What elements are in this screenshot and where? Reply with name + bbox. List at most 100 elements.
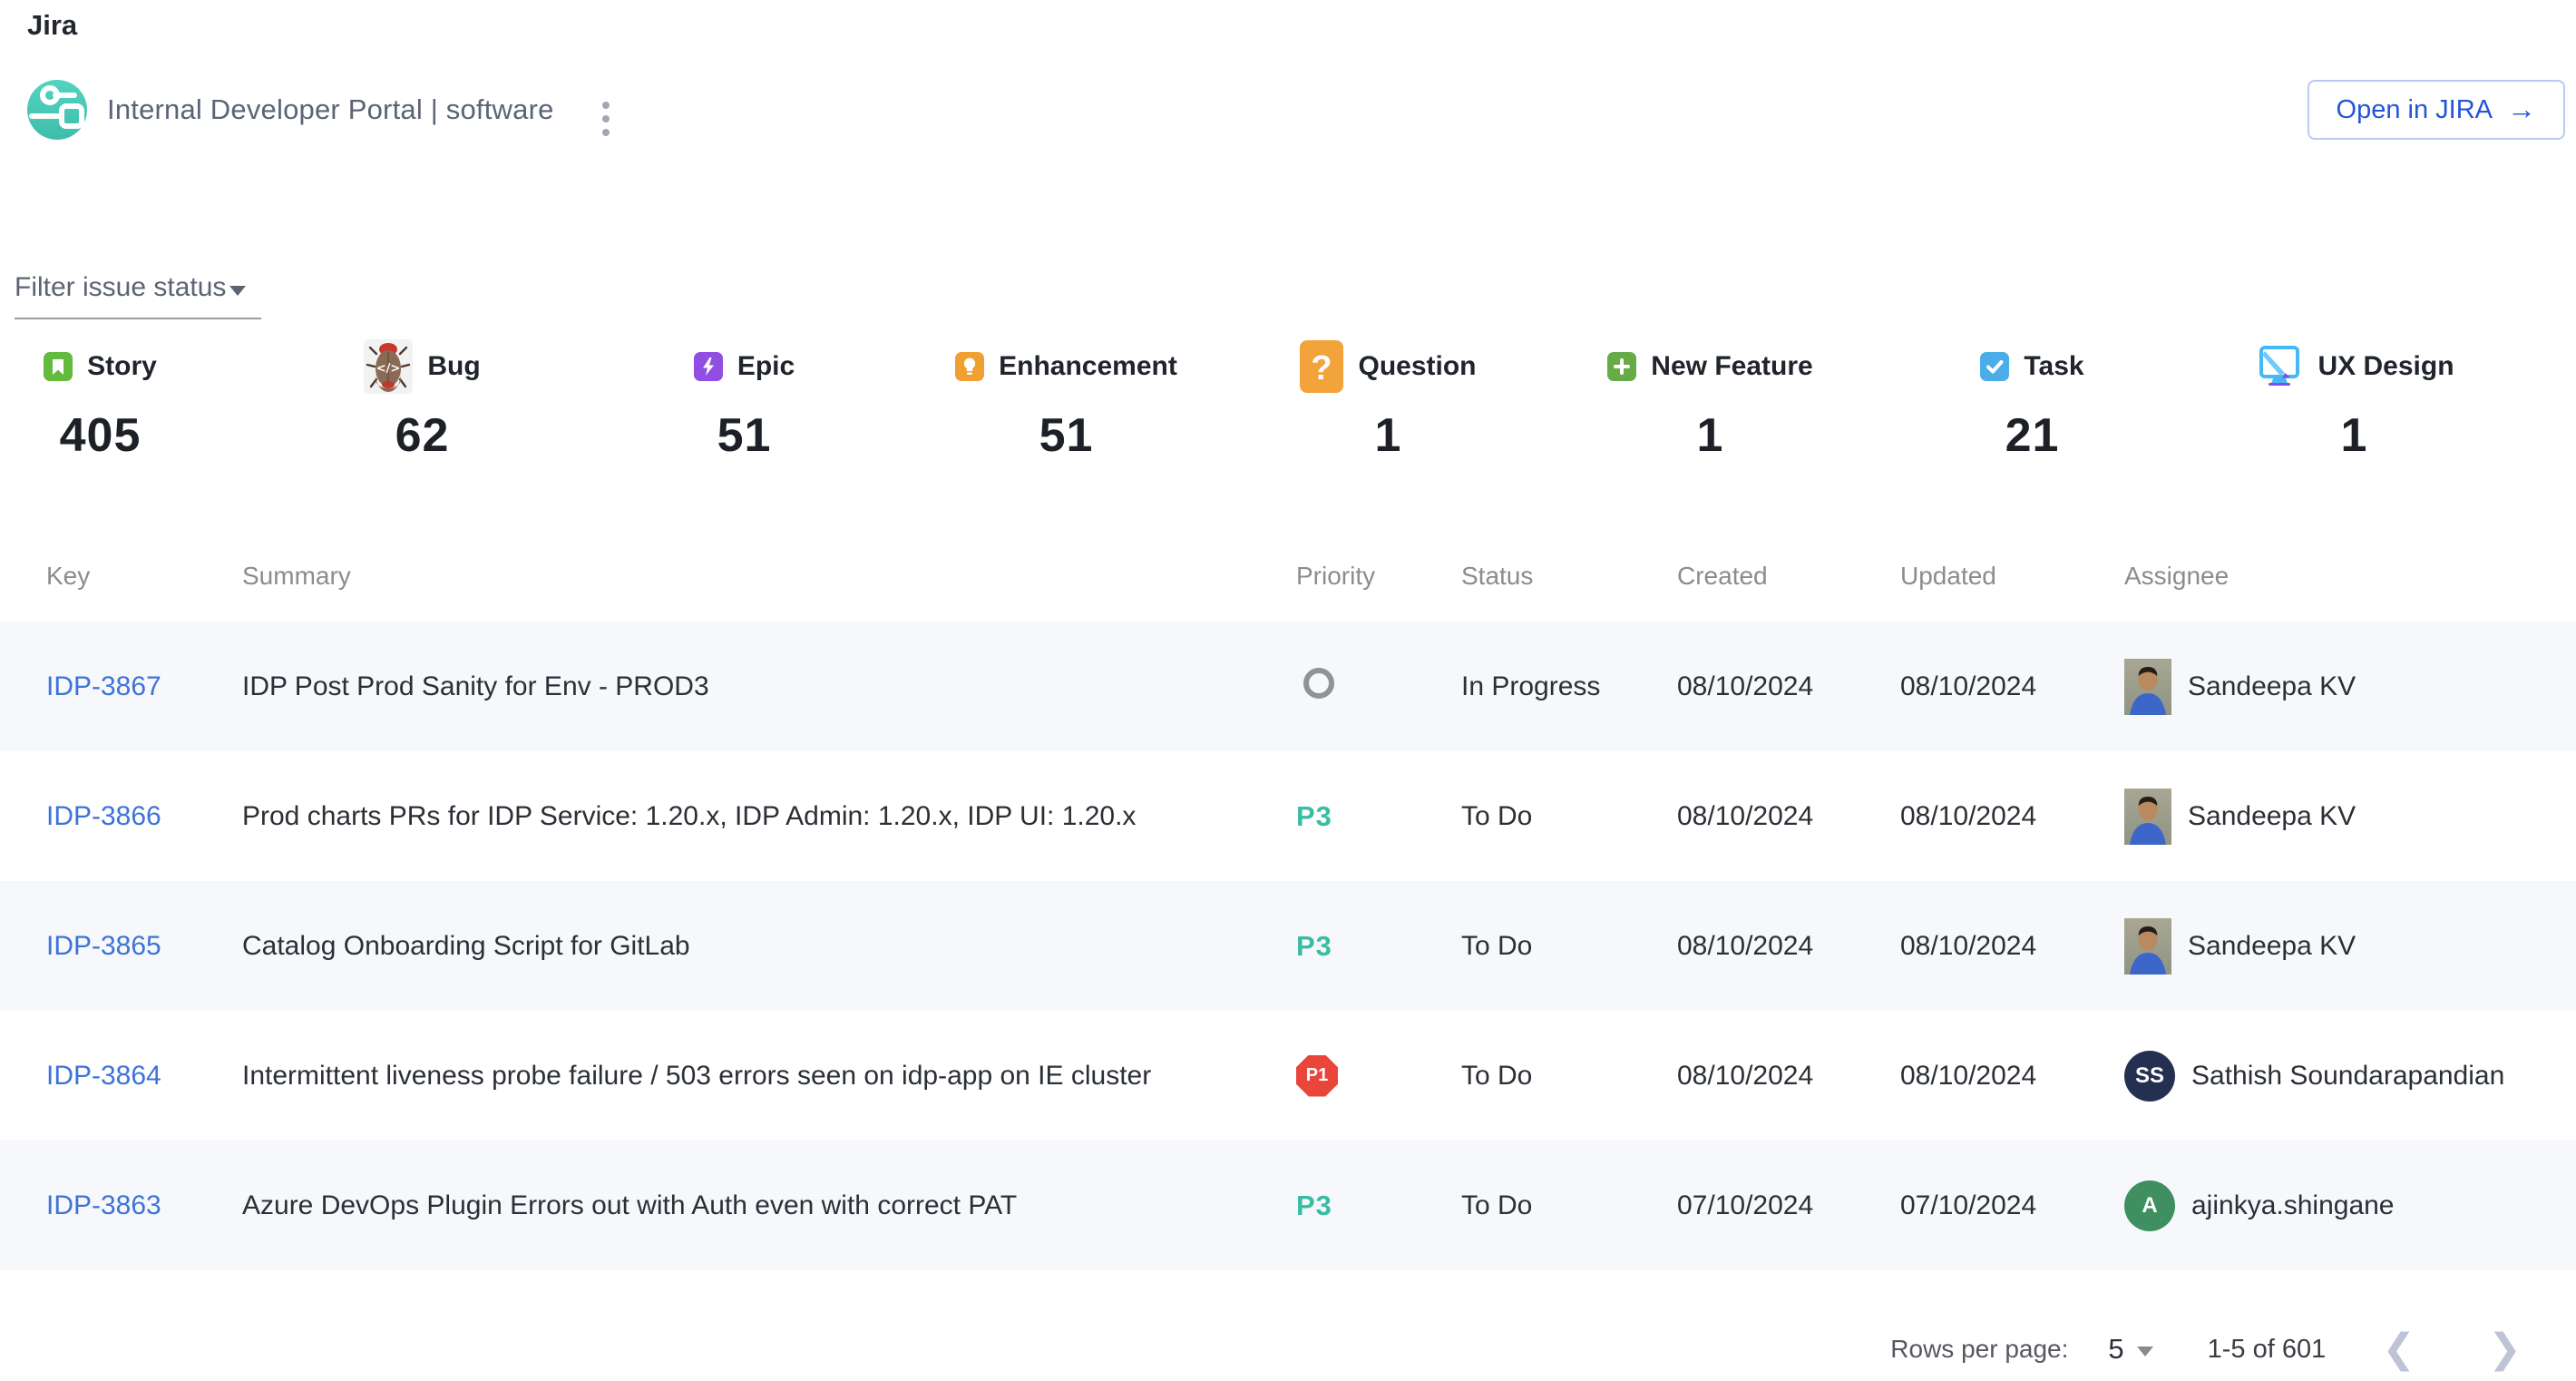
assignee-avatar <box>2124 918 2171 975</box>
issue-type-count: 1 <box>1375 408 1402 463</box>
filter-issue-status-label: Filter issue status <box>15 272 226 303</box>
issue-type-counter-ux-design: UX Design 1 <box>2193 338 2515 463</box>
priority-p3-label: P3 <box>1296 1190 1332 1221</box>
select-underline <box>15 318 261 319</box>
column-header-status: Status <box>1461 562 1677 591</box>
issue-key-link[interactable]: IDP-3865 <box>46 931 161 961</box>
arrow-right-icon: → <box>2507 94 2536 123</box>
issue-key-cell: IDP-3865 <box>46 931 242 962</box>
issue-updated-date: 08/10/2024 <box>1900 671 2124 702</box>
column-header-updated: Updated <box>1900 562 2124 591</box>
issue-created-date: 08/10/2024 <box>1677 1061 1900 1092</box>
issue-summary: IDP Post Prod Sanity for Env - PROD3 <box>242 671 1296 702</box>
assignee-name: Sandeepa KV <box>2188 931 2356 962</box>
counter-head: New Feature <box>1607 338 1812 396</box>
next-page-button[interactable]: ❯ <box>2472 1329 2538 1369</box>
svg-text:?: ? <box>1312 349 1332 387</box>
kebab-dot <box>602 129 610 136</box>
kebab-dot <box>602 102 610 109</box>
issue-type-label: UX Design <box>2317 351 2454 382</box>
table-row: IDP-3866 Prod charts PRs for IDP Service… <box>0 751 2576 881</box>
assignee-name: Sandeepa KV <box>2188 671 2356 702</box>
jira-plugin-card: Jira Internal Developer Portal | softwar… <box>0 0 2576 1381</box>
epic-icon <box>694 352 723 381</box>
issue-assignee-cell: Sandeepa KV <box>2124 788 2576 845</box>
counter-head: Epic <box>694 338 795 396</box>
issue-created-date: 08/10/2024 <box>1677 931 1900 962</box>
issue-summary: Azure DevOps Plugin Errors out with Auth… <box>242 1190 1296 1221</box>
more-options-button[interactable] <box>588 95 624 142</box>
issue-status: To Do <box>1461 801 1677 832</box>
new-feature-icon <box>1607 352 1636 381</box>
issue-assignee-cell: Sandeepa KV <box>2124 918 2576 975</box>
issue-type-counter-question: ? Question 1 <box>1227 338 1549 463</box>
page-title: Jira <box>27 9 77 42</box>
counter-head: Story <box>44 338 157 396</box>
issue-status: To Do <box>1461 1061 1677 1092</box>
issue-type-counter-task: Task 21 <box>1871 338 2193 463</box>
counter-head: Enhancement <box>955 338 1177 396</box>
issue-type-label: Story <box>87 351 157 382</box>
issue-type-label: Enhancement <box>999 351 1177 382</box>
column-header-summary: Summary <box>242 562 1296 591</box>
counter-head: UX Design <box>2254 338 2454 396</box>
issue-priority-cell: P3 <box>1296 800 1461 833</box>
issue-updated-date: 07/10/2024 <box>1900 1190 2124 1221</box>
assignee-name: Sandeepa KV <box>2188 801 2356 832</box>
issue-type-counter-bug: </> Bug 62 <box>261 338 583 463</box>
issue-created-date: 08/10/2024 <box>1677 801 1900 832</box>
assignee-name: ajinkya.shingane <box>2191 1190 2395 1221</box>
enhancement-icon <box>955 352 984 381</box>
issue-type-counters: Story 405 </> Bug 62 Epic 51 Enhancement… <box>0 338 2515 463</box>
issue-key-cell: IDP-3866 <box>46 801 242 832</box>
column-header-created: Created <box>1677 562 1900 591</box>
table-row: IDP-3867 IDP Post Prod Sanity for Env - … <box>0 622 2576 751</box>
filter-issue-status-select[interactable]: Filter issue status <box>15 272 261 319</box>
issue-key-cell: IDP-3863 <box>46 1190 242 1221</box>
ux-design-icon <box>2254 342 2303 391</box>
issue-key-link[interactable]: IDP-3863 <box>46 1190 161 1220</box>
issue-created-date: 08/10/2024 <box>1677 671 1900 702</box>
question-icon: ? <box>1300 340 1343 393</box>
kebab-dot <box>602 115 610 122</box>
assignee-name: Sathish Soundarapandian <box>2191 1061 2504 1092</box>
column-header-key: Key <box>46 562 242 591</box>
pagination-bar: Rows per page: 5 1-5 of 601 ❮ ❯ <box>1890 1317 2538 1381</box>
entity-title: Internal Developer Portal | software <box>107 93 554 126</box>
task-icon <box>1980 352 2009 381</box>
issue-key-link[interactable]: IDP-3866 <box>46 801 161 831</box>
previous-page-button[interactable]: ❮ <box>2366 1329 2432 1369</box>
assignee-avatar <box>2124 659 2171 715</box>
open-in-jira-button[interactable]: Open in JIRA → <box>2308 80 2565 140</box>
issues-table-body: IDP-3867 IDP Post Prod Sanity for Env - … <box>0 622 2576 1270</box>
rows-per-page-select[interactable]: 5 <box>2108 1333 2152 1366</box>
issue-type-count: 1 <box>2341 408 2368 463</box>
issue-key-link[interactable]: IDP-3867 <box>46 671 161 701</box>
priority-p1-badge: P1 <box>1296 1055 1338 1097</box>
rows-per-page-label: Rows per page: <box>1890 1335 2068 1364</box>
svg-text:</>: </> <box>376 362 401 376</box>
issue-type-label: Bug <box>427 351 480 382</box>
issue-assignee-cell: Sandeepa KV <box>2124 659 2576 715</box>
assignee-avatar: SS <box>2124 1051 2175 1102</box>
issue-priority-cell <box>1296 668 1461 706</box>
chevron-down-icon <box>229 286 246 296</box>
issue-type-counter-enhancement: Enhancement 51 <box>905 338 1227 463</box>
issue-key-link[interactable]: IDP-3864 <box>46 1061 161 1091</box>
issue-type-label: New Feature <box>1651 351 1812 382</box>
issue-priority-cell: P1 <box>1296 1055 1461 1097</box>
issue-type-label: Question <box>1358 351 1476 382</box>
issue-assignee-cell: SS Sathish Soundarapandian <box>2124 1051 2576 1102</box>
issue-type-count: 51 <box>1039 408 1094 463</box>
issue-type-count: 405 <box>60 408 141 463</box>
issue-updated-date: 08/10/2024 <box>1900 801 2124 832</box>
issue-summary: Prod charts PRs for IDP Service: 1.20.x,… <box>242 801 1296 832</box>
issue-updated-date: 08/10/2024 <box>1900 931 2124 962</box>
pagination-range: 1-5 of 601 <box>2208 1335 2327 1365</box>
issue-type-counter-new-feature: New Feature 1 <box>1549 338 1871 463</box>
counter-head: ? Question <box>1300 338 1476 396</box>
priority-p3-label: P3 <box>1296 930 1332 962</box>
counter-head: </> Bug <box>364 338 480 396</box>
issue-priority-cell: P3 <box>1296 1190 1461 1222</box>
entity-header: Internal Developer Portal | software <box>27 80 554 140</box>
